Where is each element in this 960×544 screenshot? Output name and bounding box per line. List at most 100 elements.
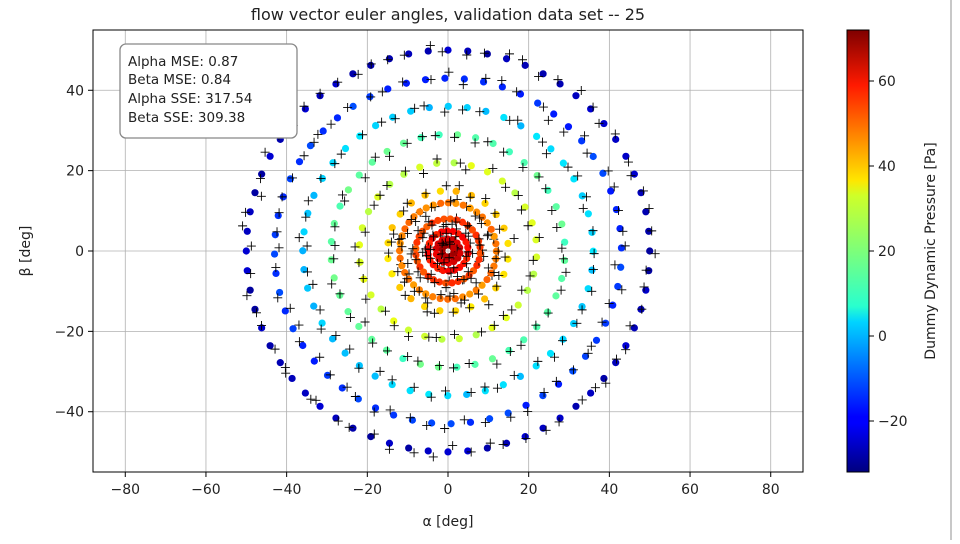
true-point-marker (459, 201, 467, 209)
true-point-marker (487, 269, 495, 277)
true-point-marker (475, 255, 483, 264)
predicted-point-marker (625, 321, 635, 331)
true-point-marker (505, 346, 513, 355)
predicted-point-marker (238, 221, 248, 231)
true-point-marker (438, 335, 446, 343)
true-point-marker (336, 202, 344, 210)
true-point-marker (469, 267, 478, 275)
predicted-point-marker (492, 359, 502, 369)
true-point-marker (266, 152, 274, 160)
predicted-point-marker (273, 293, 283, 303)
true-point-marker (355, 322, 363, 331)
true-point-marker (564, 123, 573, 131)
true-point-marker (242, 247, 250, 255)
true-point-marker (602, 319, 610, 327)
predicted-point-marker (621, 345, 631, 355)
predicted-point-marker (465, 192, 475, 202)
predicted-point-marker (399, 50, 409, 60)
true-point-marker (466, 418, 475, 426)
true-point-marker (421, 76, 430, 84)
true-point-marker (472, 286, 480, 294)
predicted-point-marker (425, 244, 435, 254)
predicted-point-marker (423, 273, 433, 283)
predicted-point-marker (260, 147, 270, 157)
predicted-point-marker (446, 197, 456, 207)
true-point-marker (446, 215, 454, 223)
predicted-point-marker (309, 137, 319, 147)
true-point-marker (400, 170, 408, 178)
true-point-marker (444, 102, 452, 110)
true-point-marker (570, 175, 578, 183)
predicted-point-marker (440, 107, 450, 117)
true-point-marker (356, 132, 364, 140)
true-point-marker (399, 354, 407, 363)
true-point-marker (384, 85, 392, 93)
predicted-point-marker (402, 274, 412, 284)
true-point-marker (435, 131, 443, 139)
true-point-marker (401, 225, 409, 233)
predicted-point-marker (294, 337, 304, 347)
predicted-point-marker (327, 279, 337, 289)
predicted-point-marker (641, 265, 651, 275)
predicted-point-marker (285, 303, 295, 313)
predicted-point-marker (316, 174, 326, 184)
predicted-point-marker (588, 264, 598, 274)
true-point-marker (327, 256, 335, 264)
predicted-point-marker (623, 157, 633, 167)
true-point-marker (412, 251, 420, 259)
annotation-line: Alpha MSE: 0.87 (128, 54, 238, 70)
predicted-point-marker (430, 278, 440, 288)
true-point-marker (421, 191, 429, 199)
true-point-marker (333, 114, 342, 122)
true-point-marker (612, 205, 621, 214)
true-point-marker (600, 374, 608, 383)
predicted-point-marker (410, 103, 420, 113)
true-point-marker (417, 134, 425, 142)
predicted-point-marker (489, 320, 499, 330)
predicted-point-marker (421, 293, 431, 303)
true-point-marker (344, 186, 353, 194)
y-tick-label: 20 (66, 164, 84, 180)
predicted-point-marker (459, 415, 469, 425)
predicted-point-marker (329, 254, 339, 264)
predicted-point-marker (512, 87, 522, 97)
predicted-point-marker (531, 320, 541, 330)
true-point-marker (404, 326, 413, 334)
true-point-marker (478, 213, 487, 221)
predicted-point-marker (444, 67, 454, 77)
predicted-point-marker (481, 73, 491, 83)
true-point-marker (266, 342, 274, 350)
true-point-marker (543, 308, 552, 316)
predicted-point-marker (573, 171, 583, 181)
y-axis-ticks: −40 −20 0 20 40 (54, 83, 93, 421)
true-point-marker (330, 219, 338, 228)
predicted-point-marker (505, 49, 515, 59)
true-point-marker (464, 243, 472, 251)
true-point-marker (301, 389, 309, 397)
true-point-marker (355, 362, 363, 370)
true-point-marker (413, 238, 421, 247)
true-point-marker (385, 439, 394, 447)
true-point-marker (514, 301, 522, 309)
true-point-marker (467, 303, 475, 311)
predicted-point-marker (271, 263, 281, 273)
predicted-point-marker (330, 241, 340, 251)
colorbar-tick-label: 40 (878, 159, 896, 175)
true-point-marker (609, 301, 617, 309)
true-point-marker (599, 169, 607, 177)
true-point-marker (467, 191, 476, 200)
true-point-marker (243, 267, 251, 275)
predicted-point-marker (303, 196, 313, 206)
colorbar-tick-label: 0 (878, 329, 887, 345)
predicted-point-marker (492, 281, 502, 291)
true-point-marker (295, 158, 304, 166)
predicted-point-marker (433, 258, 443, 268)
true-point-marker (275, 288, 284, 297)
predicted-point-marker (436, 290, 446, 300)
predicted-point-marker (333, 416, 343, 426)
predicted-point-marker (398, 77, 408, 87)
true-point-marker (341, 349, 349, 357)
predicted-point-marker (534, 172, 544, 182)
predicted-point-marker (501, 182, 511, 192)
true-point-marker (614, 282, 622, 291)
